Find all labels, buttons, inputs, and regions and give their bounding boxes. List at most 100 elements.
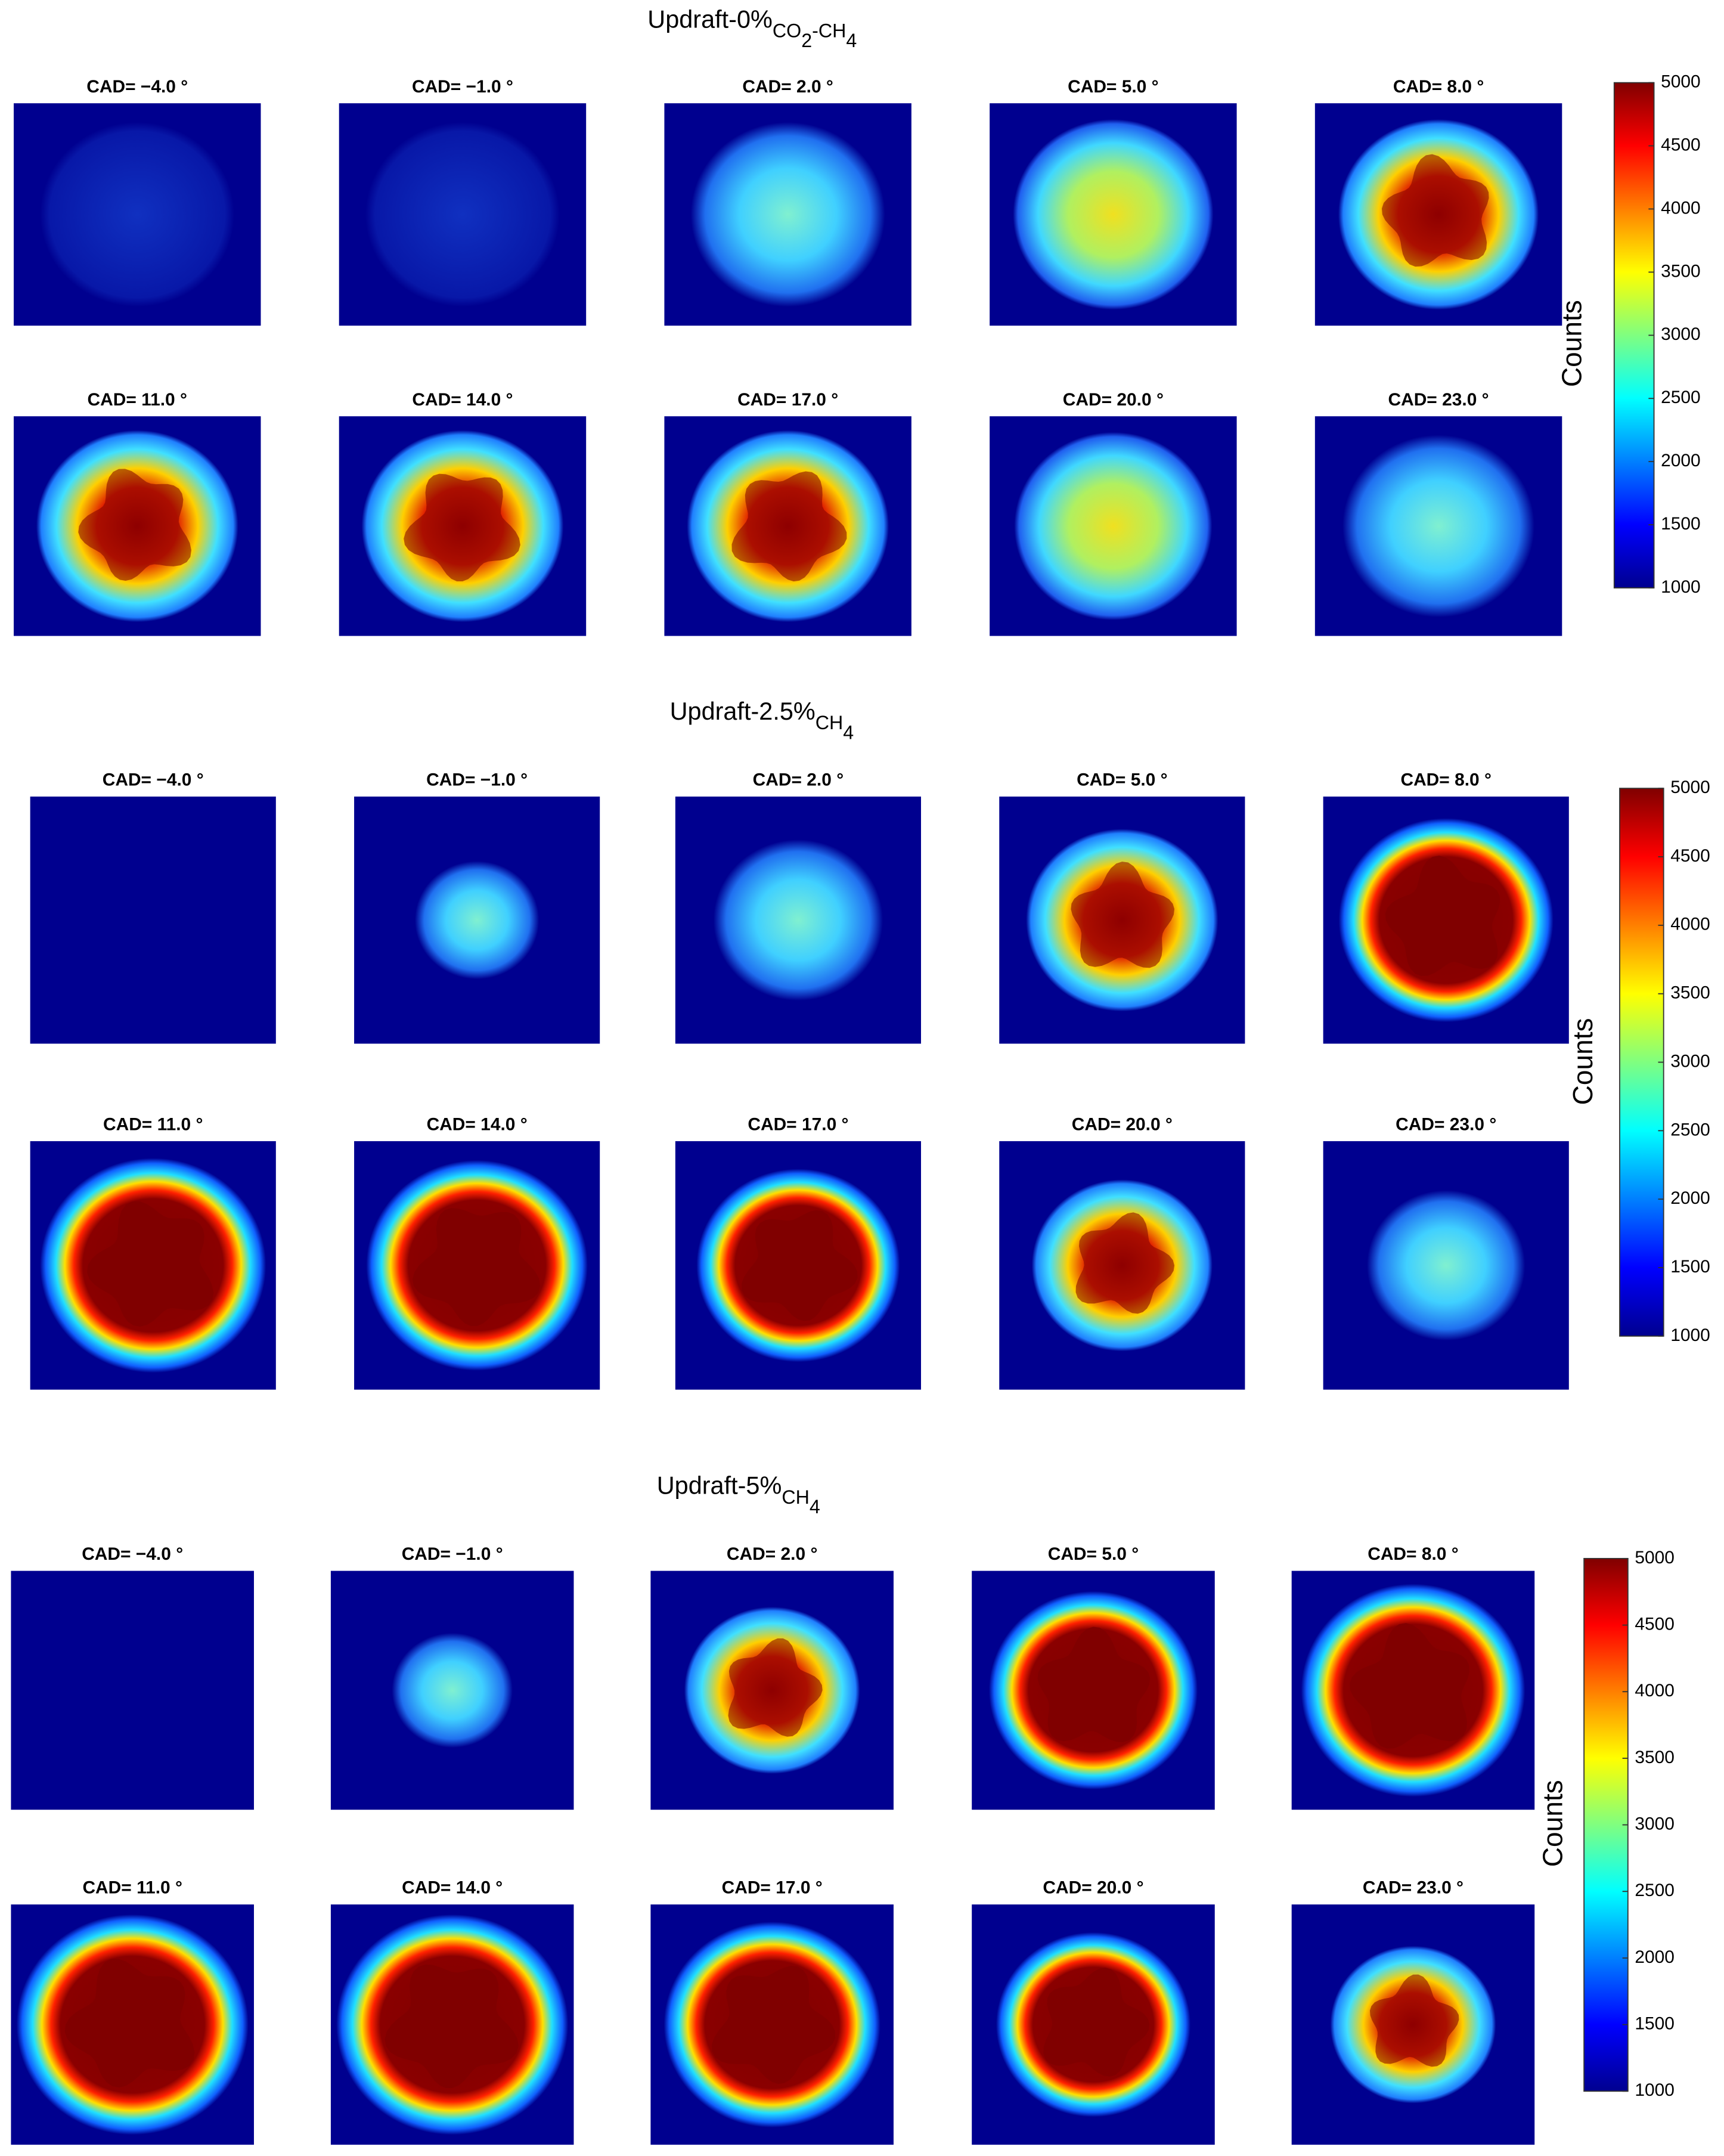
panel-title: CAD= −4.0 ° [82, 1544, 183, 1564]
colorbar-tick-label: 1000 [1635, 2080, 1675, 2100]
title-part: -CH [812, 20, 846, 42]
panel-title: CAD= 20.0 ° [1072, 1114, 1173, 1134]
flame-signal [414, 861, 539, 980]
panel-title: CAD= 2.0 ° [753, 770, 844, 790]
panel-title: CAD= 23.0 ° [1363, 1878, 1463, 1898]
flame-core [1385, 855, 1500, 976]
flame-signal [1014, 432, 1213, 621]
panel-title: CAD= 20.0 ° [1043, 1878, 1143, 1898]
colorbar-tick-label: 4000 [1670, 915, 1710, 934]
figure-section: Updraft-0%CO2-CH4 CAD= −4.0 ° CAD= −1.0 ° C… [14, 5, 1701, 636]
colorbar-tick-label: 5000 [1670, 777, 1710, 797]
colorbar-tick-label: 3500 [1670, 983, 1710, 1003]
flame-core [412, 1208, 541, 1326]
panel-title: CAD= 8.0 ° [1393, 77, 1484, 97]
panel-title: CAD= 2.0 ° [742, 77, 833, 97]
flame-core [742, 1210, 858, 1321]
panel-title: CAD= 23.0 ° [1396, 1114, 1496, 1134]
panel-title: CAD= 8.0 ° [1368, 1544, 1459, 1564]
panel-title: CAD= −1.0 ° [412, 77, 513, 97]
colorbar-tick-label: 1500 [1661, 514, 1701, 534]
colorbar-tick-label: 4000 [1661, 198, 1701, 218]
flame-core [731, 471, 847, 582]
panel-title: CAD= −4.0 ° [103, 770, 204, 790]
title-part: CH [816, 712, 844, 733]
flame-core [385, 1964, 519, 2088]
colorbar-tick-label: 5000 [1661, 72, 1701, 92]
panel-title: CAD= −1.0 ° [402, 1544, 503, 1564]
flame-signal [690, 122, 885, 307]
panel-title: CAD= 14.0 ° [427, 1114, 528, 1134]
figure-section: Updraft-5%CH4 CAD= −4.0 ° CAD= −1.0 ° CAD= … [11, 1472, 1675, 2145]
panel-title: CAD= 14.0 ° [412, 390, 513, 410]
section-title: Updraft-2.5%CH4 [670, 697, 854, 743]
colorbar-tick-label: 4000 [1635, 1681, 1675, 1700]
colorbar-tick-label: 3000 [1670, 1051, 1710, 1071]
panel-title: CAD= −1.0 ° [426, 770, 528, 790]
flame-core [1350, 1623, 1469, 1749]
flame-core [1037, 1627, 1151, 1742]
flame-signal [1342, 435, 1535, 618]
colorbar-label: Counts [1567, 1018, 1598, 1105]
flame-core [728, 1638, 823, 1737]
flame-core [78, 469, 191, 581]
panel-title: CAD= 11.0 ° [103, 1114, 203, 1134]
colorbar-tick-label: 3500 [1635, 1748, 1675, 1767]
flame-signal [40, 122, 235, 307]
colorbar-tick-label: 4500 [1661, 135, 1701, 154]
colorbar-tick-label: 1500 [1670, 1257, 1710, 1277]
title-part: 4 [843, 721, 854, 743]
title-part: CH [782, 1486, 810, 1508]
section-title: Updraft-5%CH4 [657, 1472, 820, 1517]
colorbar-tick-label: 1500 [1635, 2014, 1675, 2034]
colorbar [1619, 788, 1664, 1337]
title-part: 4 [846, 30, 857, 51]
flame-signal [365, 122, 560, 307]
panel-title: CAD= 5.0 ° [1048, 1544, 1139, 1564]
colorbar-tick-label: 4500 [1635, 1614, 1675, 1634]
figure-section: Updraft-2.5%CH4 CAD= −4.0 ° CAD= −1.0 ° CAD… [30, 697, 1710, 1390]
panel-title: CAD= 17.0 ° [722, 1878, 823, 1898]
colorbar-label: Counts [1556, 300, 1587, 387]
flame-core [64, 1959, 195, 2088]
colorbar-tick-label: 4500 [1670, 846, 1710, 866]
title-part: Updraft-5% [657, 1472, 782, 1500]
colorbar-label: Counts [1537, 1780, 1568, 1867]
panel-title: CAD= 17.0 ° [737, 390, 838, 410]
flame-core [1075, 1212, 1175, 1314]
flame-core [1071, 862, 1175, 968]
panel-title: CAD= 8.0 ° [1400, 770, 1492, 790]
panel-title: CAD= 11.0 ° [82, 1878, 182, 1898]
title-part: 2 [801, 30, 812, 51]
colorbar-tick-label: 5000 [1635, 1548, 1675, 1568]
flame-core [404, 473, 520, 581]
panel-title: CAD= 23.0 ° [1388, 390, 1489, 410]
panel-title: CAD= 17.0 ° [748, 1114, 848, 1134]
title-part: CO [773, 20, 801, 42]
title-part: 4 [810, 1496, 820, 1517]
colorbar-tick-label: 3500 [1661, 261, 1701, 281]
flame-core [1043, 1968, 1150, 2077]
panel-title: CAD= 11.0 ° [88, 390, 187, 410]
panel-title: CAD= 20.0 ° [1063, 390, 1164, 410]
panel-title: CAD= 2.0 ° [727, 1544, 818, 1564]
panel-title: CAD= −4.0 ° [86, 77, 188, 97]
colorbar [1613, 82, 1655, 588]
flame-core [86, 1201, 214, 1327]
flame-core [712, 1966, 836, 2084]
panel-title: CAD= 5.0 ° [1068, 77, 1159, 97]
colorbar-tick-label: 1000 [1670, 1325, 1710, 1345]
colorbar-tick-label: 3000 [1635, 1814, 1675, 1833]
panel-title: CAD= 5.0 ° [1077, 770, 1167, 790]
flame-signal [1367, 1190, 1525, 1341]
flame-signal [713, 840, 883, 1001]
colorbar-tick-label: 2000 [1635, 1947, 1675, 1967]
flame-core [1369, 1974, 1459, 2067]
flame-signal [1013, 119, 1214, 310]
flame-signal [392, 1633, 513, 1748]
section-title: Updraft-0%CO2-CH4 [647, 5, 857, 51]
title-part: Updraft-0% [647, 5, 773, 33]
colorbar-tick-label: 3000 [1661, 324, 1701, 344]
colorbar-tick-label: 2500 [1670, 1120, 1710, 1139]
